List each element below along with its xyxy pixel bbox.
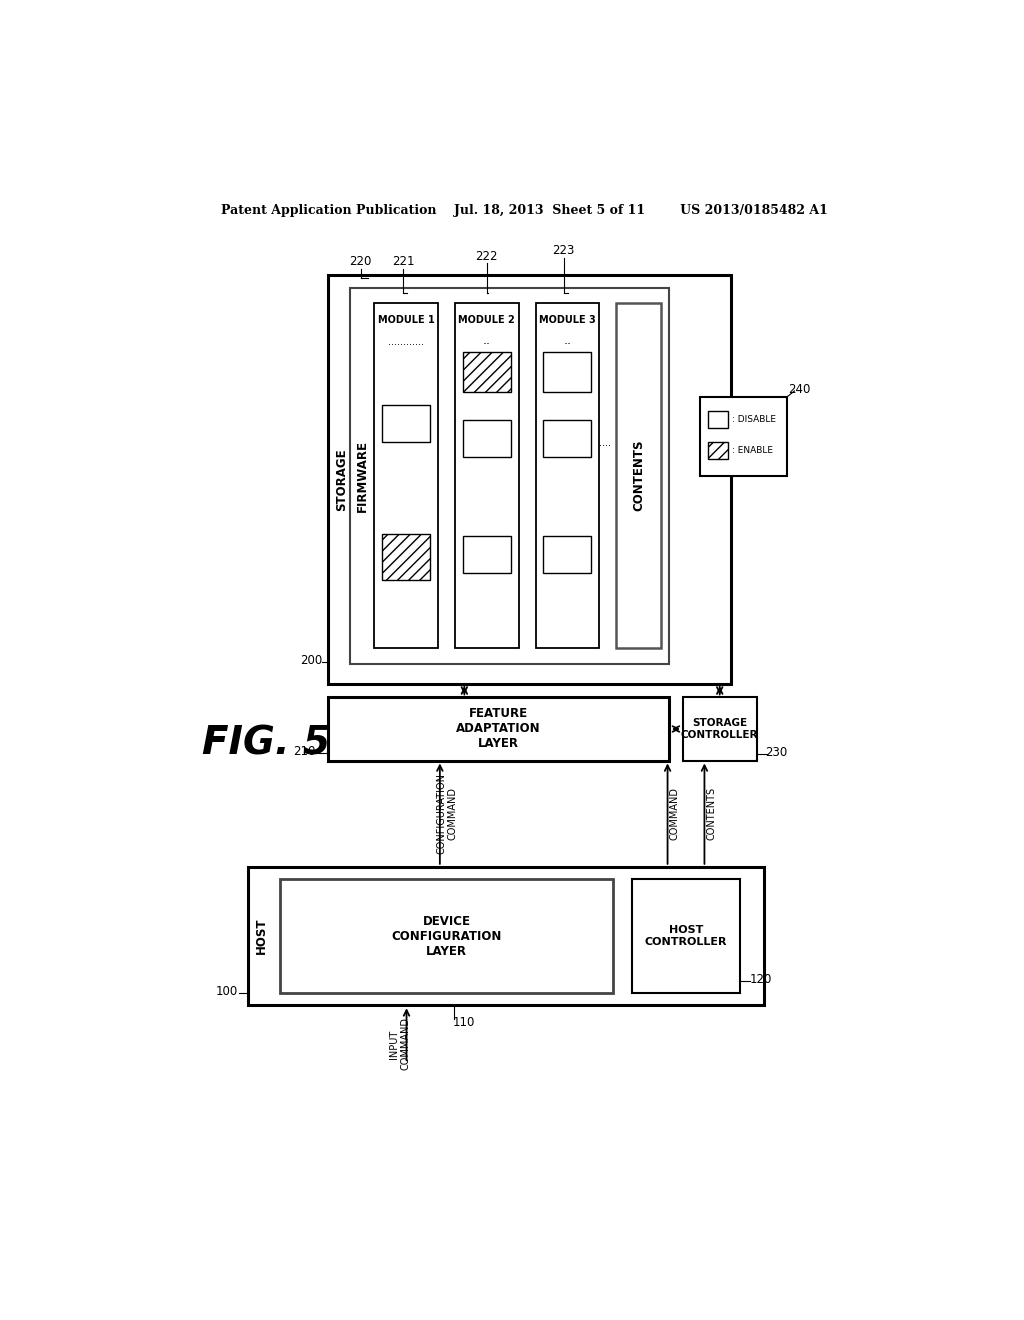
Bar <box>544 352 592 392</box>
Bar <box>328 697 669 760</box>
Text: HOST: HOST <box>255 917 268 954</box>
Text: FEATURE c: FEATURE c <box>545 368 590 378</box>
Bar <box>632 879 740 993</box>
Bar <box>616 304 662 648</box>
Text: INPUT
COMMAND: INPUT COMMAND <box>389 1018 411 1071</box>
Text: FIRMWARE: FIRMWARE <box>356 440 370 512</box>
Bar <box>382 535 430 581</box>
Bar <box>349 288 669 664</box>
Bar <box>455 304 518 648</box>
Text: FIG. 5: FIG. 5 <box>202 725 330 763</box>
Text: 210: 210 <box>294 744 315 758</box>
Text: COMMAND: COMMAND <box>670 787 680 840</box>
Text: FEATURE B: FEATURE B <box>464 434 510 444</box>
Bar <box>708 442 728 459</box>
Bar <box>463 420 511 457</box>
Text: ..: .. <box>483 334 490 347</box>
Text: CONFIGURATION
COMMAND: CONFIGURATION COMMAND <box>436 774 458 854</box>
Bar <box>280 879 613 993</box>
Text: MODULE 3: MODULE 3 <box>539 315 596 325</box>
Text: CONTENTS: CONTENTS <box>707 787 717 841</box>
Text: FEATURE C: FEATURE C <box>464 368 510 378</box>
Text: MODULE 2: MODULE 2 <box>459 315 515 325</box>
Text: 200: 200 <box>300 653 322 667</box>
Text: 110: 110 <box>453 1016 475 1028</box>
Bar <box>708 411 728 428</box>
Bar <box>700 397 786 475</box>
Text: 230: 230 <box>766 746 787 759</box>
Text: : DISABLE: : DISABLE <box>732 414 776 424</box>
Text: 100: 100 <box>215 985 238 998</box>
Text: HOST
CONTROLLER: HOST CONTROLLER <box>645 925 727 946</box>
Text: STORAGE
CONTROLLER: STORAGE CONTROLLER <box>681 718 759 739</box>
Bar <box>375 304 438 648</box>
Text: FEATURE 1: FEATURE 1 <box>383 553 429 562</box>
Bar <box>544 536 592 573</box>
Text: FEATURE A: FEATURE A <box>463 549 510 558</box>
Bar <box>683 697 757 760</box>
Text: ..: .. <box>563 334 571 347</box>
Bar <box>463 352 511 392</box>
Text: 240: 240 <box>787 383 810 396</box>
Bar <box>463 536 511 573</box>
Text: 221: 221 <box>392 255 415 268</box>
Text: 223: 223 <box>552 244 574 257</box>
Text: DEVICE
CONFIGURATION
LAYER: DEVICE CONFIGURATION LAYER <box>391 915 502 957</box>
Text: MODULE 1: MODULE 1 <box>378 315 434 325</box>
Text: ............: ............ <box>388 337 424 347</box>
Text: 222: 222 <box>475 249 498 263</box>
Bar <box>382 405 430 442</box>
Text: FEATURE a: FEATURE a <box>544 549 591 558</box>
Bar <box>248 867 764 1006</box>
Bar <box>328 276 731 684</box>
Text: Patent Application Publication    Jul. 18, 2013  Sheet 5 of 11        US 2013/01: Patent Application Publication Jul. 18, … <box>221 205 828 218</box>
Bar <box>536 304 599 648</box>
Text: FEATURE 2: FEATURE 2 <box>383 418 429 428</box>
Text: 220: 220 <box>349 255 372 268</box>
Text: FEATURE
ADAPTATION
LAYER: FEATURE ADAPTATION LAYER <box>456 708 541 751</box>
Text: STORAGE: STORAGE <box>335 449 347 511</box>
Text: CONTENTS: CONTENTS <box>632 440 645 511</box>
Text: ....: .... <box>599 438 611 449</box>
Bar <box>544 420 592 457</box>
Text: 120: 120 <box>750 973 772 986</box>
Text: : ENABLE: : ENABLE <box>732 446 773 454</box>
Text: FEATURE b: FEATURE b <box>544 434 591 444</box>
